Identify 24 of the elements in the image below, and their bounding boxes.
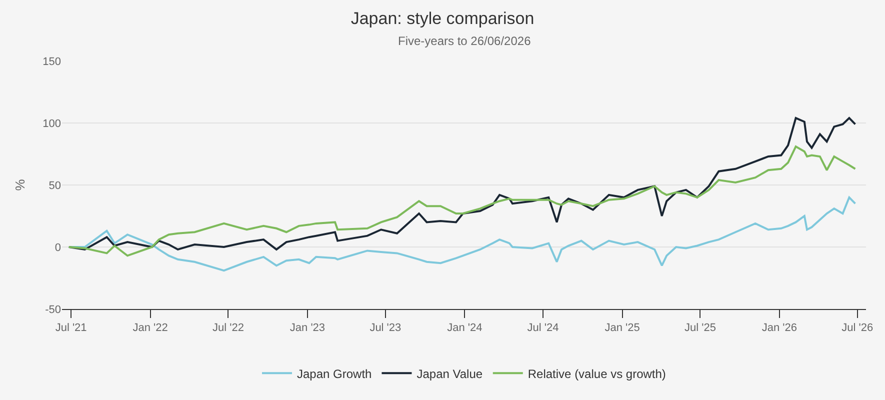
x-tick-label: Jan '22 [132,322,168,334]
x-tick-label: Jan '26 [762,322,798,334]
y-tick-label: 50 [48,180,61,192]
legend-label: Japan Value [416,366,483,381]
y-tick-label: 150 [42,56,61,68]
chart-subtitle: Five-years to 26/06/2026 [398,34,532,48]
line-series [68,146,856,257]
x-tick-label: Jul '23 [370,322,402,334]
x-tick-label: Jul '24 [527,322,559,334]
legend-label: Relative (value vs growth) [528,366,666,381]
x-tick-label: Jan '23 [290,322,326,334]
x-tick-label: Jan '24 [447,322,482,334]
x-tick-label: Jul '22 [212,322,244,334]
y-tick-label: 0 [54,242,61,254]
x-tick-label: Jul '26 [842,322,874,334]
line-series [68,117,856,250]
y-tick-label: -50 [45,304,61,316]
y-tick-label: 100 [42,118,61,130]
y-axis-title: % [12,178,28,191]
legend-label: Japan Growth [297,366,372,381]
chart-title: Japan: style comparison [350,8,534,28]
x-tick-label: Jul '21 [55,322,87,334]
x-tick-label: Jan '25 [604,322,640,334]
x-tick-label: Jul '25 [684,322,716,334]
